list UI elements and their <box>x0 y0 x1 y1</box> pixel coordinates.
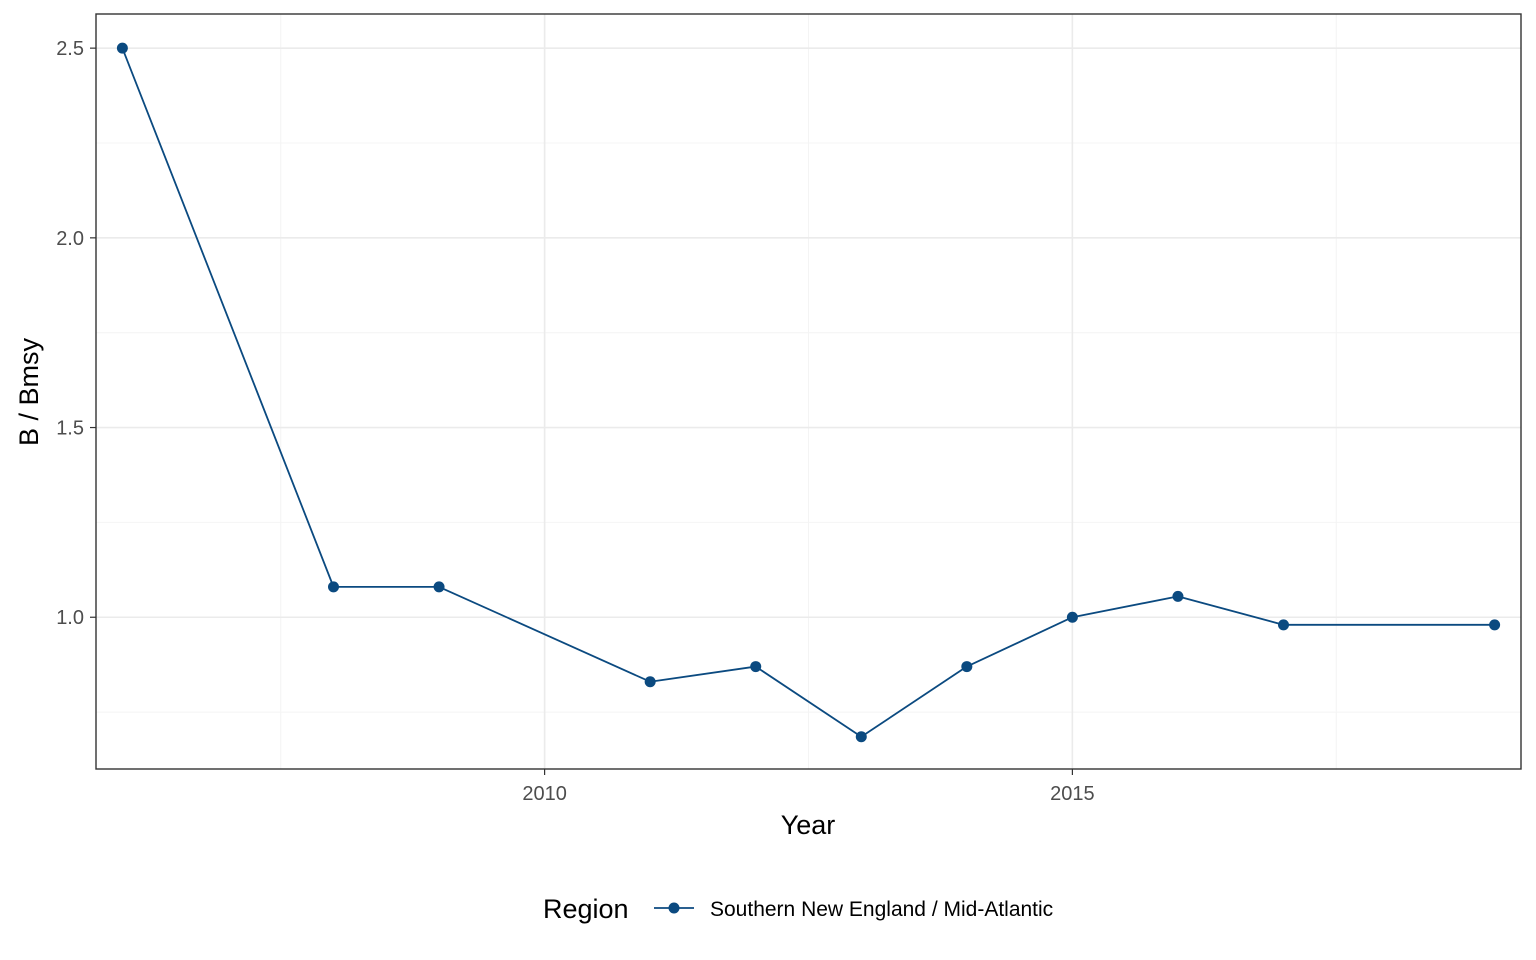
tick-labels: 2010 2015 1.0 1.5 2.0 2.5 <box>56 38 1094 805</box>
data-point <box>1172 590 1184 602</box>
x-tick-label: 2015 <box>1050 783 1095 805</box>
data-point <box>961 661 973 673</box>
legend-key-point <box>668 902 680 914</box>
data-point <box>1066 611 1078 623</box>
y-axis-title: B / Bmsy <box>14 337 44 446</box>
legend: Region Southern New England / Mid-Atlant… <box>543 894 1053 924</box>
legend-title: Region <box>543 894 629 924</box>
series-layer <box>116 42 1501 743</box>
data-point <box>116 42 128 54</box>
data-point <box>855 731 867 743</box>
data-point <box>328 581 339 593</box>
data-point <box>644 676 656 688</box>
y-tick-label: 2.0 <box>56 228 84 250</box>
plot-panel-border <box>95 13 1522 770</box>
y-tick-label: 1.0 <box>56 607 84 629</box>
data-point <box>750 661 762 673</box>
x-axis-title: Year <box>781 810 836 840</box>
major-gridlines <box>96 14 1521 769</box>
x-tick-label: 2010 <box>522 783 567 805</box>
y-tick-label: 2.5 <box>56 38 84 60</box>
data-point <box>1489 619 1501 631</box>
data-point <box>433 581 445 593</box>
legend-label: Southern New England / Mid-Atlantic <box>710 898 1053 921</box>
minor-gridlines <box>96 14 1521 769</box>
y-tick-label: 1.5 <box>56 418 84 440</box>
axis-ticks <box>90 47 1073 775</box>
data-point <box>1278 619 1289 631</box>
